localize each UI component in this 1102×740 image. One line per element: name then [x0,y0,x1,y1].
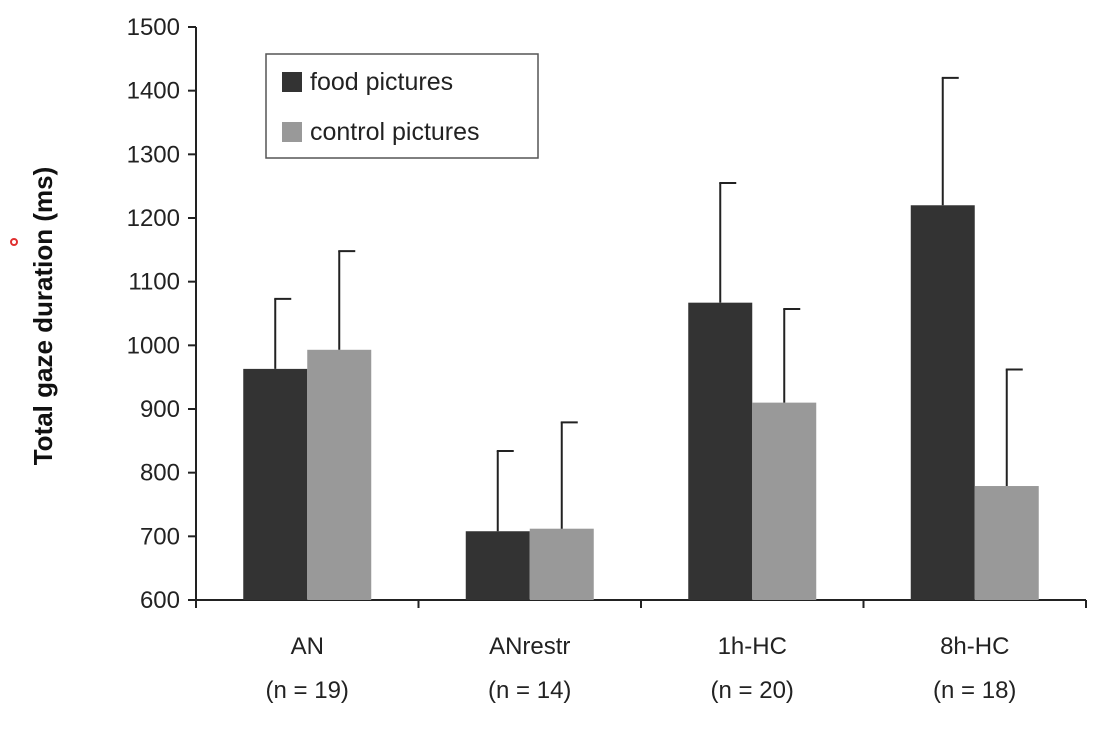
y-tick-label: 1300 [127,141,180,168]
x-category-sublabel: (n = 20) [711,677,794,704]
bar-food [910,205,975,600]
cursor-marker-icon [10,238,18,246]
legend-label-control: control pictures [310,118,480,146]
x-category-label: 8h-HC [940,633,1009,660]
x-category-label: ANrestr [489,633,570,660]
legend-label-food: food pictures [310,68,453,96]
y-tick-label: 1000 [127,332,180,359]
legend: food pictures control pictures [265,53,539,159]
bars-group [243,205,1039,600]
bar-control [974,486,1039,600]
y-tick-label: 1500 [127,14,180,41]
y-tick-label: 1200 [127,205,180,232]
bar-control [752,402,817,600]
y-tick-label: 900 [140,396,180,423]
x-category-label: AN [291,633,324,660]
x-category-label: 1h-HC [718,633,787,660]
x-axis: AN (n = 19) ANrestr (n = 14) 1h-HC (n = 20) 8h… [195,599,1087,704]
bar-control [529,528,594,600]
y-tick-label: 1100 [128,269,180,296]
legend-swatch-control [282,122,302,142]
y-axis-title: Total gaze duration (ms) [28,167,58,466]
y-tick-label: 1400 [127,78,180,105]
bar-food [688,302,753,600]
x-category-sublabel: (n = 19) [266,677,349,704]
y-tick-label: 800 [140,460,180,487]
legend-box [265,53,539,159]
bar-food [465,531,530,600]
bar-food [243,368,308,600]
legend-swatch-food [282,72,302,92]
y-axis: 600 700 800 900 1000 1100 1200 1300 1400 1500 [127,14,197,614]
x-category-sublabel: (n = 18) [933,677,1016,704]
x-category-sublabel: (n = 14) [488,677,571,704]
bar-control [307,349,372,600]
y-tick-label: 600 [140,587,180,614]
y-tick-label: 700 [140,523,180,550]
error-bars-group [274,76,1023,532]
